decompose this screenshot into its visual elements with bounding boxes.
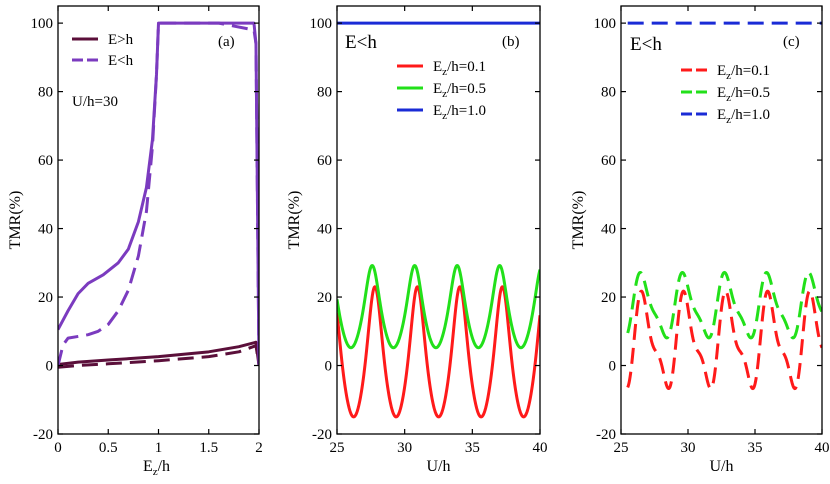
y-tick-label: 80 [38, 85, 53, 101]
legend-label-a: E>h [108, 32, 134, 48]
y-tick-label: 60 [601, 153, 616, 169]
plot-frame-c [620, 5, 823, 435]
x-axis-title-c: U/h [710, 458, 734, 475]
legend-label-a: E<h [108, 53, 134, 69]
y-tick-label: -20 [596, 427, 616, 443]
y-tick-label: 20 [601, 290, 616, 306]
series-line-b-1 [337, 264, 540, 350]
y-tick-label: 40 [601, 222, 616, 238]
y-tick-label: 100 [310, 16, 333, 32]
x-tick-label: 0 [54, 440, 62, 456]
x-tick-label: 40 [815, 440, 830, 456]
annotation-a: U/h=30 [72, 94, 118, 110]
legend-label-b: Ez/h=0.5 [433, 81, 486, 100]
x-tick-label: 30 [397, 440, 412, 456]
series-line-c-0 [626, 289, 822, 391]
series-line-a-0 [58, 340, 259, 366]
x-tick-label: 1 [155, 440, 163, 456]
y-axis-title-a: TMR(%) [7, 191, 24, 250]
panel-label-a: (a) [218, 34, 235, 50]
y-tick-label: 80 [601, 85, 616, 101]
y-tick-label: 0 [609, 359, 617, 375]
y-tick-label: 60 [317, 153, 332, 169]
y-tick-label: 100 [594, 16, 617, 32]
x-tick-label: 0.5 [99, 440, 118, 456]
series-line-a-2 [58, 21, 259, 366]
legend-label-c: Ez/h=0.1 [717, 63, 770, 82]
y-tick-label: 100 [31, 16, 54, 32]
plot-frame-b [336, 5, 541, 435]
annotation-c: E<h [630, 34, 662, 55]
x-tick-label: 35 [465, 440, 480, 456]
panel-label-c: (c) [783, 34, 800, 50]
y-tick-label: 20 [317, 290, 332, 306]
x-axis-title-b: U/h [427, 458, 451, 475]
x-axis-title-a: Ez/h [143, 458, 170, 478]
y-tick-label: 0 [325, 359, 333, 375]
x-tick-label: 25 [330, 440, 345, 456]
x-tick-label: 25 [614, 440, 629, 456]
y-tick-label: 60 [38, 153, 53, 169]
y-tick-label: 40 [38, 222, 53, 238]
series-line-a-3 [58, 21, 259, 366]
series-line-b-0 [337, 285, 540, 419]
x-tick-label: 1.5 [199, 440, 218, 456]
y-tick-label: 80 [317, 85, 332, 101]
y-tick-label: -20 [312, 427, 332, 443]
series-line-c-1 [626, 270, 822, 340]
y-tick-label: 0 [46, 359, 54, 375]
legend-label-c: Ez/h=0.5 [717, 85, 770, 104]
x-tick-label: 30 [681, 440, 696, 456]
x-tick-label: 2 [255, 440, 263, 456]
panel-c: -20 0 20 40 60 80 100 25 30 35 40 TMR(%) U/h (c) E<h [570, 5, 830, 475]
y-tick-label: -20 [33, 427, 53, 443]
annotation-b: E<h [345, 32, 377, 53]
panel-b: -20 0 20 40 60 80 100 25 30 35 40 TMR(%) U/h (b) E<h [286, 5, 548, 475]
panel-label-b: (b) [502, 34, 520, 50]
y-axis-title-c: TMR(%) [570, 191, 587, 250]
legend-label-b: Ez/h=0.1 [433, 59, 486, 78]
y-axis-title-b: TMR(%) [286, 191, 303, 250]
series-line-a-1 [58, 344, 259, 369]
y-tick-label: 20 [38, 290, 53, 306]
x-tick-label: 40 [533, 440, 548, 456]
legend-label-c: Ez/h=1.0 [717, 107, 770, 126]
y-tick-label: 40 [317, 222, 332, 238]
plot-frame-a [57, 5, 260, 435]
legend-label-b: Ez/h=1.0 [433, 103, 486, 122]
x-tick-label: 35 [748, 440, 763, 456]
